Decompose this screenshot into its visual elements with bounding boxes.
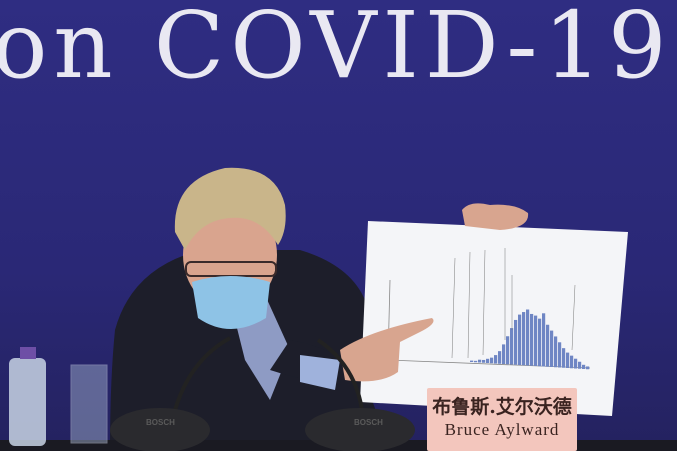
water-glass (70, 364, 108, 444)
shirt-cuff (300, 355, 340, 390)
chart-bar (474, 360, 478, 363)
chart-bar (538, 318, 542, 367)
face-mask (192, 276, 270, 329)
chart-paper (360, 221, 628, 416)
chart-bar (486, 358, 490, 363)
glasses (185, 261, 277, 277)
placard-chinese-name: 布鲁斯.艾尔沃德 (432, 396, 572, 418)
chart-bar (562, 348, 566, 368)
chart-bar (494, 355, 498, 364)
chart-bar (554, 336, 558, 368)
chart-bar (514, 319, 518, 365)
chart-bar (586, 366, 590, 370)
chart-bar (546, 324, 550, 367)
microphone-brand: BOSCH (146, 418, 175, 427)
chart-bar (530, 313, 534, 366)
water-bottle (9, 358, 46, 446)
microphone-brand: BOSCH (354, 418, 383, 427)
chart-bar (578, 361, 582, 369)
chart-bar (470, 360, 474, 362)
chart-bar (482, 359, 486, 363)
name-placard: 布鲁斯.艾尔沃德 Bruce Aylward (427, 388, 577, 451)
microphone-base (305, 408, 415, 451)
chart-bar (526, 309, 530, 366)
banner-text: on COVID-19 (0, 0, 673, 99)
chart-bar (566, 352, 570, 368)
chart-bar (534, 315, 538, 366)
chart-bar (518, 314, 522, 365)
chart-bar (542, 313, 546, 367)
chart-bar (522, 312, 526, 366)
hair (174, 167, 286, 250)
placard-english-name: Bruce Aylward (444, 420, 560, 439)
chart-bar (490, 357, 494, 364)
chart-bar (570, 355, 574, 369)
chart-bar (574, 358, 578, 369)
chart-bar (502, 344, 506, 364)
chart-bar (558, 342, 562, 368)
chart-bar (478, 359, 482, 363)
chart-bar (510, 328, 514, 365)
chart-bar (582, 364, 586, 369)
pointing-hand (340, 318, 434, 382)
chart-bar (506, 336, 510, 365)
chart-bars (470, 309, 590, 370)
bottle-cap (20, 347, 36, 359)
chart-bar (498, 351, 502, 364)
hand-holding-paper (462, 203, 529, 230)
chart-bar (550, 330, 554, 367)
microphone-base (110, 408, 210, 451)
